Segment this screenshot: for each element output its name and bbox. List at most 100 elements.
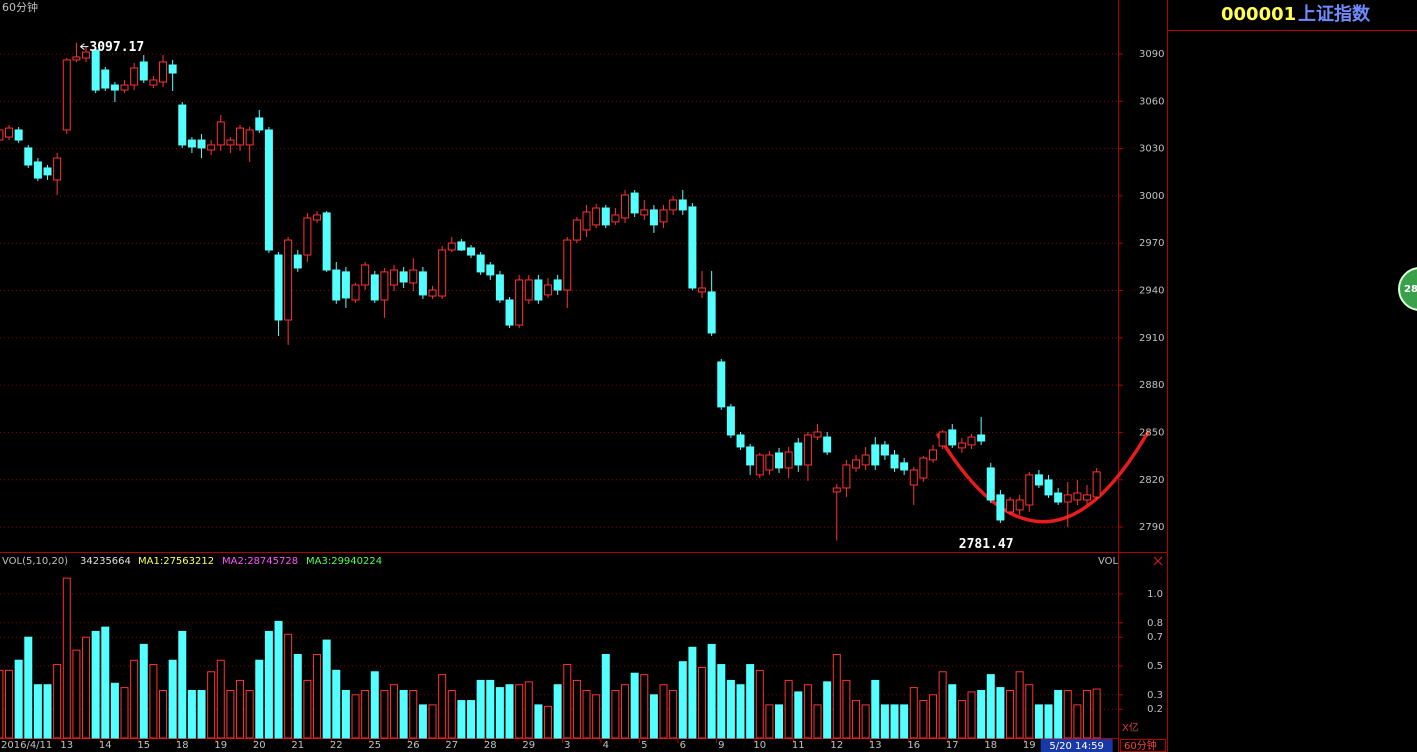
volume-bar bbox=[630, 672, 639, 739]
legend-entry: MA2:28745728 bbox=[222, 556, 298, 567]
candle-body bbox=[168, 64, 177, 74]
y-tick-label: 2910 bbox=[1139, 333, 1164, 344]
volume-bar bbox=[861, 704, 870, 739]
candle-body bbox=[803, 434, 812, 466]
candle-body bbox=[495, 274, 504, 301]
badge[interactable] bbox=[1398, 267, 1417, 311]
volume-bar bbox=[524, 681, 533, 739]
candle-body bbox=[592, 207, 601, 226]
volume-bar bbox=[264, 630, 273, 739]
candle-body bbox=[659, 209, 668, 223]
x-tick-label: 11 bbox=[792, 740, 805, 751]
close-icon[interactable] bbox=[1153, 556, 1163, 566]
candle-body bbox=[110, 84, 119, 91]
volume-bar bbox=[784, 679, 793, 739]
volume-bar bbox=[996, 687, 1005, 739]
x-tick-label: 18 bbox=[176, 740, 189, 751]
volume-bar bbox=[370, 671, 379, 739]
candle-body bbox=[938, 431, 947, 447]
volume-bar bbox=[755, 669, 764, 739]
x-tick-label: 3 bbox=[564, 740, 570, 751]
candle-body bbox=[390, 269, 399, 286]
volume-bar bbox=[919, 700, 928, 739]
volume-bar bbox=[1034, 704, 1043, 739]
volume-bar bbox=[592, 694, 601, 739]
volume-bar bbox=[957, 700, 966, 739]
candle-body bbox=[24, 147, 33, 166]
candle-body bbox=[842, 464, 851, 489]
volume-bar bbox=[0, 669, 4, 739]
volume-bar bbox=[101, 626, 110, 739]
candle-body bbox=[967, 436, 976, 446]
candle-body bbox=[120, 84, 129, 91]
volume-bar bbox=[130, 659, 139, 739]
candle-body bbox=[524, 279, 533, 301]
volume-bar bbox=[582, 689, 591, 739]
x-tick-label: 2016/4/11 bbox=[1, 740, 52, 751]
candle-body bbox=[919, 457, 928, 479]
volume-bar bbox=[1025, 684, 1034, 739]
volume-bar bbox=[880, 704, 889, 739]
candle-body bbox=[640, 209, 649, 216]
candle-body bbox=[72, 56, 81, 61]
candle-body bbox=[707, 291, 716, 334]
candle-body bbox=[467, 247, 476, 256]
candle-body bbox=[0, 129, 4, 141]
candle-body bbox=[649, 209, 658, 226]
volume-bar bbox=[14, 659, 23, 739]
x-tick-label: 5 bbox=[641, 740, 647, 751]
candle-body bbox=[332, 269, 341, 301]
volume-bar bbox=[746, 664, 755, 739]
volume-bar bbox=[216, 659, 225, 739]
volume-bar bbox=[986, 674, 995, 739]
volume-bar bbox=[409, 689, 418, 739]
candle-body bbox=[341, 271, 350, 299]
volume-bar bbox=[505, 684, 514, 739]
candle-body bbox=[1006, 499, 1015, 513]
candle-body bbox=[5, 127, 14, 138]
candle-body bbox=[505, 299, 514, 326]
candle-body bbox=[149, 79, 158, 86]
candle-body bbox=[264, 129, 273, 251]
candle-body bbox=[139, 61, 148, 81]
x-tick-label: 10 bbox=[753, 740, 766, 751]
volume-bar bbox=[120, 687, 129, 739]
volume-bar bbox=[428, 704, 437, 739]
y-tick-label: 3060 bbox=[1139, 96, 1164, 107]
volume-bar bbox=[534, 704, 543, 739]
volume-bar bbox=[62, 577, 71, 739]
volume-bar bbox=[659, 684, 668, 739]
x-tick-label: 9 bbox=[718, 740, 724, 751]
volume-bar bbox=[1044, 704, 1053, 739]
candle-body bbox=[82, 51, 91, 59]
x-tick-label: 16 bbox=[907, 740, 920, 751]
x-tick-label: 21 bbox=[291, 740, 304, 751]
candle-body bbox=[1044, 479, 1053, 496]
badge-text[interactable]: 28 bbox=[1404, 284, 1417, 295]
volume-bar bbox=[515, 684, 524, 739]
candle-body bbox=[53, 157, 62, 181]
volume-bar bbox=[621, 684, 630, 739]
volume-bar bbox=[1092, 688, 1101, 739]
candle-body bbox=[187, 139, 196, 148]
volume-bar bbox=[72, 649, 81, 739]
volume-bar bbox=[871, 679, 880, 739]
candle-body bbox=[775, 452, 784, 469]
volume-bar bbox=[110, 682, 119, 739]
candle-body bbox=[909, 469, 918, 486]
period-tab-label[interactable]: 60分钟 bbox=[1124, 739, 1157, 752]
candle-body bbox=[226, 139, 235, 146]
volume-bar bbox=[601, 653, 610, 739]
candle-body bbox=[1015, 499, 1024, 511]
volume-bar bbox=[1083, 689, 1092, 739]
candle-body bbox=[1073, 492, 1082, 501]
volume-bar bbox=[678, 661, 687, 739]
vol-current: 34235664 bbox=[80, 556, 131, 567]
candle-body bbox=[823, 436, 832, 453]
volume-bar bbox=[303, 679, 312, 739]
candle-body bbox=[688, 206, 697, 289]
candle-body bbox=[361, 264, 370, 286]
volume-bar bbox=[765, 704, 774, 739]
